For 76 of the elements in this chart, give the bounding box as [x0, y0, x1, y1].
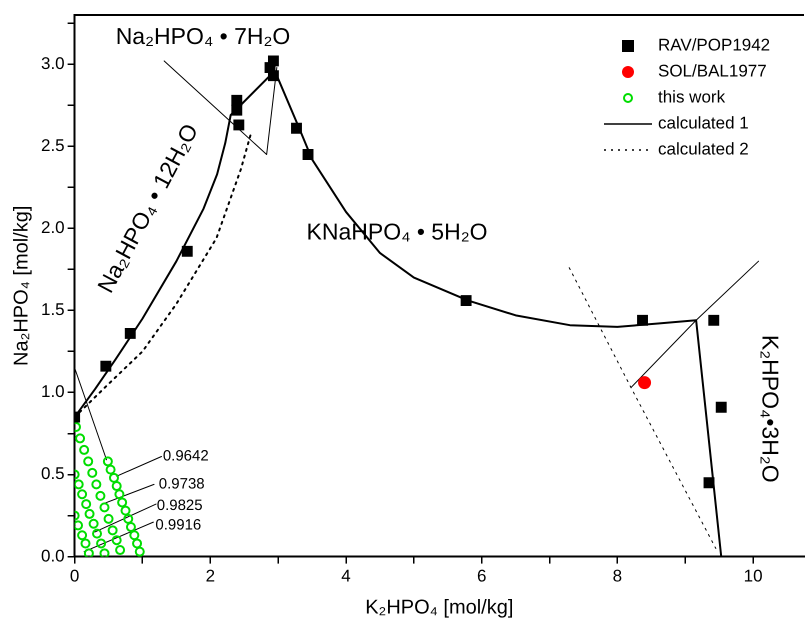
point: [84, 548, 94, 557]
y-tick-label: 0.5: [40, 464, 65, 484]
point: [126, 522, 136, 532]
point: [87, 468, 98, 478]
x-tick-label: 6: [476, 566, 486, 586]
y-tick-label: 1.0: [40, 382, 65, 402]
x-tick-label: 2: [206, 566, 216, 586]
point: [460, 295, 472, 306]
x-tick-label: 0: [70, 566, 80, 586]
annotation: 0.9916: [155, 516, 202, 534]
point: [134, 546, 145, 557]
point: [100, 360, 112, 372]
point: [268, 56, 279, 66]
point: [88, 518, 99, 529]
x-axis-title: K₂HPO₄ [mol/kg]: [365, 596, 514, 619]
point: [99, 502, 110, 512]
y-tick-label: 2.5: [40, 136, 65, 155]
point: [716, 402, 727, 413]
point: [637, 314, 648, 326]
point: [302, 149, 314, 160]
point: [75, 433, 86, 444]
y-tick-label: 1.5: [40, 300, 65, 320]
point: [81, 499, 92, 510]
point: [84, 508, 95, 519]
point: [112, 481, 122, 492]
point: [638, 376, 652, 390]
point: [96, 538, 106, 548]
legend-label: SOL/BAL1977: [658, 62, 767, 81]
annotation: K₂HPO₄•3H₂O: [758, 334, 784, 483]
point: [91, 479, 102, 490]
legend-label: RAV/POP1942: [658, 36, 770, 55]
point: [129, 530, 140, 540]
point: [102, 456, 113, 466]
legend-label: calculated 1: [658, 114, 749, 133]
legend-label: calculated 2: [658, 140, 749, 159]
point: [268, 70, 279, 82]
point: [99, 548, 110, 557]
point: [74, 520, 84, 530]
x-tick-label: 10: [744, 566, 763, 586]
point: [708, 314, 720, 326]
annotation: 0.9642: [162, 448, 209, 465]
point: [132, 538, 142, 548]
point: [114, 489, 124, 500]
point: [233, 120, 244, 130]
point: [80, 538, 90, 548]
point: [291, 122, 302, 134]
point: [117, 497, 128, 508]
annotation: 0.9738: [158, 476, 205, 493]
y-tick-label: 0.0: [40, 546, 65, 566]
point: [124, 328, 136, 339]
annotation: Na₂HPO₄ • 7H₂O: [116, 23, 290, 50]
x-tick-label: 8: [612, 566, 622, 586]
point: [182, 246, 193, 257]
point: [112, 535, 122, 546]
point: [83, 456, 94, 466]
point: [704, 477, 714, 488]
point: [92, 528, 102, 539]
point: [108, 472, 119, 483]
point: [108, 525, 118, 536]
point: [79, 444, 90, 455]
point: [123, 514, 134, 524]
y-tick-label: 2.0: [40, 218, 65, 238]
point: [74, 479, 84, 490]
x-tick-label: 4: [341, 566, 351, 586]
annotation: 0.9825: [156, 496, 203, 514]
point: [77, 530, 88, 540]
point: [77, 489, 88, 500]
y-axis-title: Na₂HPO₄ [mol/kg]: [10, 206, 33, 366]
point: [120, 506, 131, 516]
point: [231, 104, 242, 116]
legend-label: this work: [658, 88, 726, 107]
point: [95, 490, 106, 501]
point: [106, 464, 116, 475]
y-tick-label: 3.0: [40, 54, 65, 73]
point: [104, 514, 114, 524]
point: [115, 545, 126, 556]
